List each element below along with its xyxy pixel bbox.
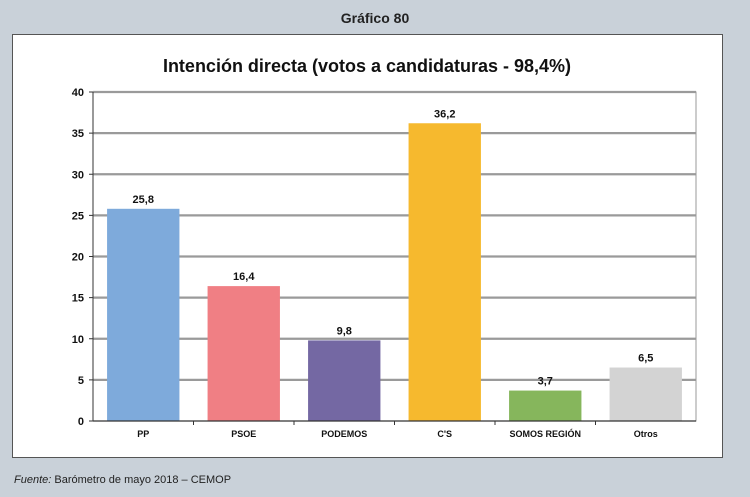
chart-title: Intención directa (votos a candidaturas … <box>163 56 571 76</box>
bars <box>107 123 682 421</box>
chart-panel: Intención directa (votos a candidaturas … <box>12 34 723 458</box>
bar-5 <box>509 390 582 421</box>
x-tick-label: PODEMOS <box>321 429 367 439</box>
bar-3 <box>308 340 381 421</box>
y-tick-label: 20 <box>72 252 84 264</box>
data-label: 6,5 <box>638 353 653 365</box>
source-note: Fuente: Barómetro de mayo 2018 – CEMOP <box>14 474 231 486</box>
y-tick-label: 35 <box>72 128 84 140</box>
bar-4 <box>408 123 481 421</box>
x-tick-label: Otros <box>634 429 658 439</box>
y-tick-label: 40 <box>72 87 84 99</box>
labels: 0 5 10 15 20 25 30 35 40 25,8 PP 16,4 PSOE 9,8 PODEMOS… <box>72 87 658 439</box>
data-label: 3,7 <box>538 376 553 388</box>
axes <box>89 91 696 425</box>
bar-2 <box>207 286 280 421</box>
grid-lines <box>92 90 697 422</box>
data-label: 16,4 <box>233 271 255 283</box>
bar-chart: Intención directa (votos a candidaturas … <box>72 56 697 439</box>
x-tick-label: SOMOS REGIÓN <box>509 428 581 439</box>
figure-title: Gráfico 80 <box>340 10 410 26</box>
y-tick-label: 15 <box>72 293 84 305</box>
y-tick-label: 30 <box>72 169 84 181</box>
y-tick-label: 25 <box>72 210 84 222</box>
y-tick-label: 0 <box>78 416 84 428</box>
x-tick-label: C'S <box>437 429 452 439</box>
source-label: Fuente: <box>14 474 52 486</box>
data-label: 25,8 <box>133 194 154 206</box>
x-tick-label: PP <box>137 429 149 439</box>
bar-1 <box>107 208 180 421</box>
y-tick-label: 10 <box>72 334 84 346</box>
source-text: Barómetro de mayo 2018 – CEMOP <box>54 474 232 486</box>
data-label: 36,2 <box>434 108 455 120</box>
data-label: 9,8 <box>337 325 352 337</box>
y-tick-label: 5 <box>78 375 84 387</box>
bar-6 <box>609 367 682 421</box>
x-tick-label: PSOE <box>231 429 256 439</box>
